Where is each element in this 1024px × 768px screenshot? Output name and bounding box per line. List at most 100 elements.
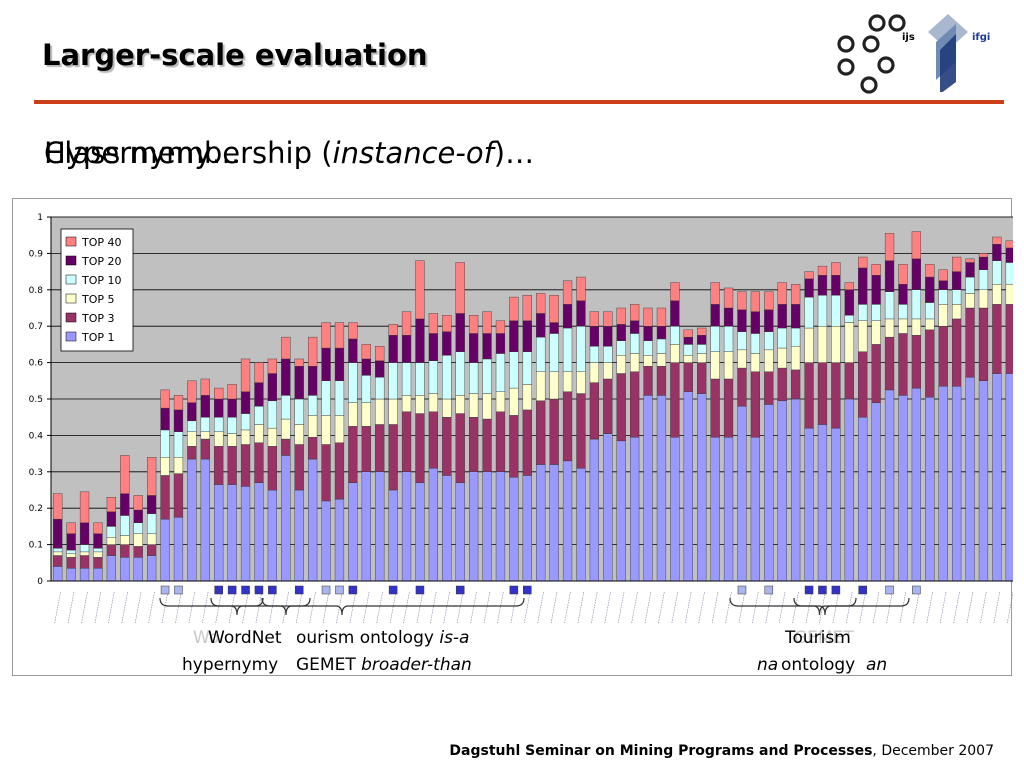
bar-top5 — [737, 349, 747, 369]
x-tick-label-faint — [443, 590, 451, 624]
bar-top10 — [978, 269, 989, 290]
bar-top5 — [871, 320, 881, 345]
category-marker — [764, 585, 774, 595]
x-tick-label-faint — [859, 590, 867, 624]
bar-top5 — [844, 322, 854, 363]
bar-top20 — [804, 278, 814, 298]
bar-top3 — [415, 413, 425, 483]
bar-top3 — [938, 325, 948, 387]
x-tick-label-faint — [215, 590, 223, 624]
bar-top20 — [616, 324, 626, 341]
bar-top10 — [334, 380, 345, 416]
y-tick-label: 0.4 — [29, 431, 44, 441]
x-tick-label-faint — [832, 590, 840, 624]
x-tick-label-faint — [752, 590, 759, 624]
bar-top10 — [710, 325, 720, 352]
bar-top5 — [978, 289, 989, 309]
bar-top1 — [375, 471, 385, 582]
bar-top20 — [978, 256, 989, 270]
category-marker — [509, 585, 519, 595]
bar-top10 — [200, 416, 210, 432]
bar-top3 — [697, 362, 707, 394]
x-tick-label-faint — [805, 590, 813, 624]
bar-top3 — [214, 446, 224, 485]
bar-top3 — [187, 446, 197, 460]
bar-top40 — [871, 264, 881, 276]
bar-top20 — [576, 300, 586, 327]
bar-top5 — [428, 393, 439, 412]
bar-top20 — [737, 309, 747, 332]
bar-top5 — [938, 304, 948, 327]
bar-top5 — [307, 415, 318, 438]
x-tick-label-faint — [255, 590, 263, 624]
y-tick-label: 0.9 — [29, 249, 44, 259]
bar-top10 — [1005, 262, 1013, 285]
bar-top20 — [401, 335, 412, 363]
bar-top5 — [281, 418, 291, 440]
bar-top40 — [777, 282, 787, 305]
bar-top40 — [307, 336, 318, 367]
bar-top40 — [804, 271, 814, 280]
bar-top3 — [509, 415, 519, 478]
bar-top1 — [146, 555, 157, 582]
bar-top5 — [187, 431, 197, 447]
bar-top1 — [723, 437, 734, 582]
bar-top40 — [616, 307, 626, 325]
bar-top3 — [401, 411, 412, 473]
bar-top20 — [361, 358, 371, 376]
bar-top10 — [146, 513, 157, 534]
subtitle-hypernymy: Hypernymy… — [44, 136, 241, 170]
bar-top1 — [79, 568, 90, 582]
bar-top5 — [670, 344, 680, 363]
category-marker — [523, 585, 532, 595]
bar-top3 — [468, 416, 479, 472]
ifgi-logo: ifgi — [928, 14, 990, 92]
bar-top1 — [348, 482, 358, 582]
bar-top40 — [348, 322, 358, 340]
bar-top40 — [321, 322, 331, 349]
bar-top40 — [93, 522, 103, 534]
bar-top1 — [911, 387, 922, 582]
bar-top5 — [804, 327, 814, 363]
bar-top20 — [1005, 247, 1013, 263]
bar-top40 — [254, 362, 264, 383]
bar-top3 — [522, 409, 532, 476]
x-tick-label-faint — [1006, 590, 1013, 624]
bar-top5 — [66, 553, 76, 558]
bar-top3 — [66, 557, 76, 569]
bar-top5 — [375, 398, 385, 425]
bar-top5 — [831, 325, 841, 363]
bar-top40 — [294, 358, 304, 367]
bar-top5 — [629, 353, 640, 372]
bar-top3 — [321, 444, 331, 502]
bar-top3 — [643, 366, 653, 396]
bar-top20 — [66, 533, 76, 551]
bar-top40 — [670, 282, 680, 301]
legend-swatch — [65, 331, 77, 342]
bar-top40 — [898, 264, 908, 285]
legend-box — [60, 228, 134, 352]
bar-top10 — [656, 338, 667, 354]
bar-top10 — [375, 376, 385, 400]
bar-top20 — [697, 335, 707, 345]
x-tick-label-faint — [577, 590, 585, 624]
bar-top3 — [348, 426, 358, 483]
bar-top20 — [670, 300, 680, 327]
bar-top5 — [240, 429, 251, 445]
bar-top10 — [951, 289, 962, 305]
legend-label: TOP 5 — [81, 293, 115, 306]
bar-top10 — [173, 431, 184, 458]
bar-top3 — [737, 367, 747, 407]
bar-top40 — [482, 311, 492, 334]
x-tick-label-faint — [564, 590, 571, 624]
bar-top1 — [321, 500, 331, 582]
category-marker — [858, 585, 867, 595]
x-tick-label-faint — [684, 590, 692, 624]
x-tick-label-faint — [537, 590, 545, 624]
bar-top20 — [334, 347, 345, 381]
legend-label: TOP 3 — [81, 312, 115, 325]
brace — [793, 597, 857, 616]
bar-top20 — [871, 275, 881, 305]
x-tick-label-faint — [886, 590, 893, 624]
bar-top1 — [415, 482, 425, 582]
